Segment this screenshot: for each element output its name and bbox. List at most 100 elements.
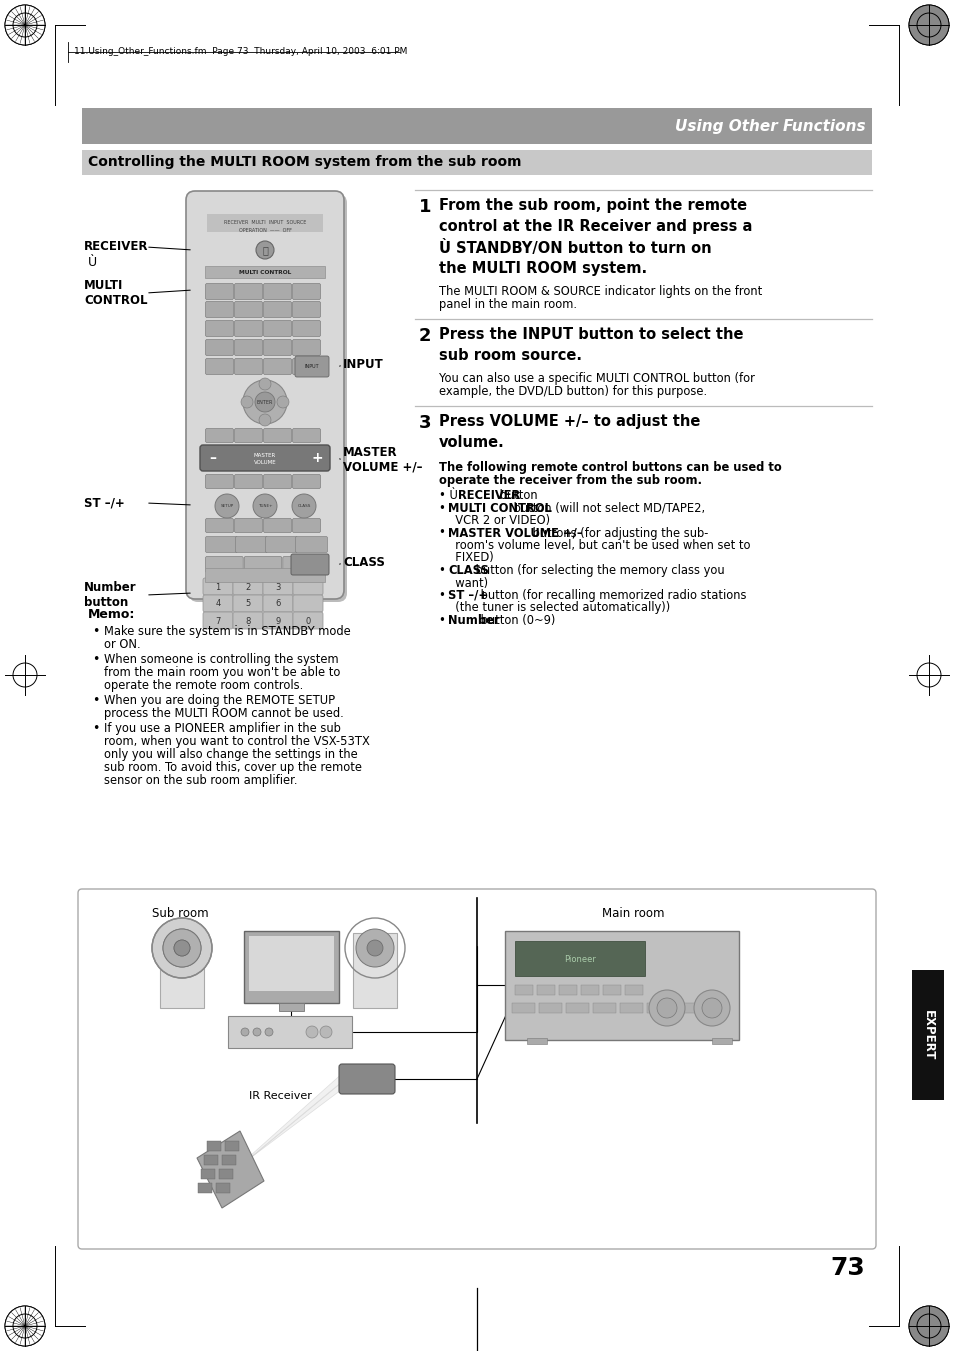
- Text: button (for selecting the memory class you: button (for selecting the memory class y…: [472, 563, 724, 577]
- Text: MASTER VOLUME +/–: MASTER VOLUME +/–: [448, 527, 582, 539]
- Circle shape: [319, 1025, 332, 1038]
- Text: 11.Using_Other_Functions.fm  Page 73  Thursday, April 10, 2003  6:01 PM: 11.Using_Other_Functions.fm Page 73 Thur…: [74, 47, 407, 57]
- Text: When you are doing the REMOTE SETUP: When you are doing the REMOTE SETUP: [104, 694, 335, 707]
- Circle shape: [292, 494, 315, 517]
- Circle shape: [908, 5, 948, 45]
- Text: SETUP: SETUP: [220, 504, 233, 508]
- Text: sub room. To avoid this, cover up the remote: sub room. To avoid this, cover up the re…: [104, 761, 361, 774]
- Bar: [204, 1155, 218, 1165]
- Text: CLASS: CLASS: [297, 504, 311, 508]
- FancyBboxPatch shape: [160, 934, 204, 1008]
- FancyBboxPatch shape: [205, 519, 233, 532]
- Text: panel in the main room.: panel in the main room.: [438, 299, 577, 311]
- FancyBboxPatch shape: [295, 536, 327, 553]
- Text: Press the INPUT button to select the: Press the INPUT button to select the: [438, 327, 742, 342]
- FancyBboxPatch shape: [234, 358, 262, 374]
- Text: When someone is controlling the system: When someone is controlling the system: [104, 653, 338, 666]
- Circle shape: [5, 5, 45, 45]
- Text: (the tuner is selected automatically)): (the tuner is selected automatically)): [448, 601, 670, 615]
- FancyBboxPatch shape: [234, 474, 262, 489]
- Text: 7: 7: [215, 616, 220, 626]
- Bar: [207, 1142, 221, 1151]
- Text: button (for recalling memorized radio stations: button (for recalling memorized radio st…: [476, 589, 745, 603]
- Text: ST –/+: ST –/+: [448, 589, 488, 603]
- Text: 4: 4: [215, 600, 220, 608]
- Text: sub room source.: sub room source.: [438, 349, 581, 363]
- Text: •: •: [91, 626, 99, 638]
- FancyBboxPatch shape: [263, 284, 292, 300]
- FancyBboxPatch shape: [205, 428, 233, 443]
- FancyBboxPatch shape: [282, 557, 320, 573]
- Text: IR Receiver: IR Receiver: [249, 1092, 312, 1101]
- FancyBboxPatch shape: [293, 578, 323, 594]
- Bar: [624, 985, 642, 994]
- FancyBboxPatch shape: [244, 931, 338, 1002]
- FancyBboxPatch shape: [504, 931, 739, 1040]
- Circle shape: [367, 940, 382, 957]
- FancyBboxPatch shape: [278, 1002, 304, 1011]
- Text: TUNE+: TUNE+: [257, 504, 272, 508]
- FancyBboxPatch shape: [263, 578, 293, 594]
- Bar: [565, 1002, 588, 1013]
- FancyBboxPatch shape: [293, 428, 320, 443]
- Circle shape: [5, 1306, 45, 1346]
- FancyBboxPatch shape: [263, 320, 292, 336]
- Bar: [205, 567, 325, 582]
- Circle shape: [908, 5, 948, 45]
- FancyBboxPatch shape: [203, 612, 233, 630]
- Bar: [558, 985, 577, 994]
- Text: 9: 9: [275, 616, 280, 626]
- Text: Ù STANDBY/ON button to turn on: Ù STANDBY/ON button to turn on: [438, 240, 711, 255]
- Text: buttons (for adjusting the sub-: buttons (for adjusting the sub-: [529, 527, 708, 539]
- Text: If you use a PIONEER amplifier in the sub: If you use a PIONEER amplifier in the su…: [104, 721, 340, 735]
- FancyBboxPatch shape: [293, 612, 323, 630]
- FancyBboxPatch shape: [234, 519, 262, 532]
- FancyBboxPatch shape: [293, 284, 320, 300]
- Text: Pioneer: Pioneer: [563, 955, 596, 963]
- FancyBboxPatch shape: [205, 339, 233, 355]
- Text: •: •: [438, 563, 449, 577]
- Text: VCR 2 or VIDEO): VCR 2 or VIDEO): [448, 513, 550, 527]
- Text: 2: 2: [418, 327, 431, 345]
- Circle shape: [255, 240, 274, 259]
- FancyBboxPatch shape: [78, 889, 875, 1250]
- Circle shape: [253, 494, 276, 517]
- FancyBboxPatch shape: [293, 320, 320, 336]
- Text: 8: 8: [245, 616, 251, 626]
- Text: CLASS: CLASS: [448, 563, 489, 577]
- Circle shape: [908, 1306, 948, 1346]
- Circle shape: [163, 929, 201, 967]
- Text: CLASS: CLASS: [343, 557, 384, 570]
- Text: •: •: [91, 653, 99, 666]
- Text: 0: 0: [305, 616, 311, 626]
- FancyBboxPatch shape: [205, 536, 237, 553]
- Text: Controlling the MULTI ROOM system from the sub room: Controlling the MULTI ROOM system from t…: [88, 155, 521, 169]
- Text: The following remote control buttons can be used to: The following remote control buttons can…: [438, 461, 781, 474]
- Bar: [700, 1002, 723, 1013]
- Bar: [619, 1002, 642, 1013]
- FancyBboxPatch shape: [234, 428, 262, 443]
- Circle shape: [306, 1025, 317, 1038]
- Text: INPUT: INPUT: [304, 365, 319, 370]
- FancyBboxPatch shape: [263, 594, 293, 612]
- Circle shape: [693, 990, 729, 1025]
- FancyBboxPatch shape: [205, 358, 233, 374]
- Bar: [673, 1002, 697, 1013]
- Text: or ON.: or ON.: [104, 638, 140, 651]
- Text: •: •: [91, 694, 99, 707]
- Text: control at the IR Receiver and press a: control at the IR Receiver and press a: [438, 219, 752, 234]
- Bar: [580, 985, 598, 994]
- Text: MULTI CONTROL: MULTI CONTROL: [238, 270, 291, 276]
- Bar: [602, 985, 620, 994]
- Bar: [219, 1169, 233, 1179]
- Text: •: •: [91, 721, 99, 735]
- Text: RECEIVER: RECEIVER: [457, 489, 519, 503]
- FancyBboxPatch shape: [263, 519, 292, 532]
- Text: button (0~9): button (0~9): [476, 613, 555, 627]
- Circle shape: [648, 990, 684, 1025]
- Text: room's volume level, but can't be used when set to: room's volume level, but can't be used w…: [448, 539, 750, 553]
- FancyBboxPatch shape: [233, 612, 263, 630]
- Circle shape: [241, 1028, 249, 1036]
- Bar: [198, 1183, 212, 1193]
- FancyBboxPatch shape: [263, 339, 292, 355]
